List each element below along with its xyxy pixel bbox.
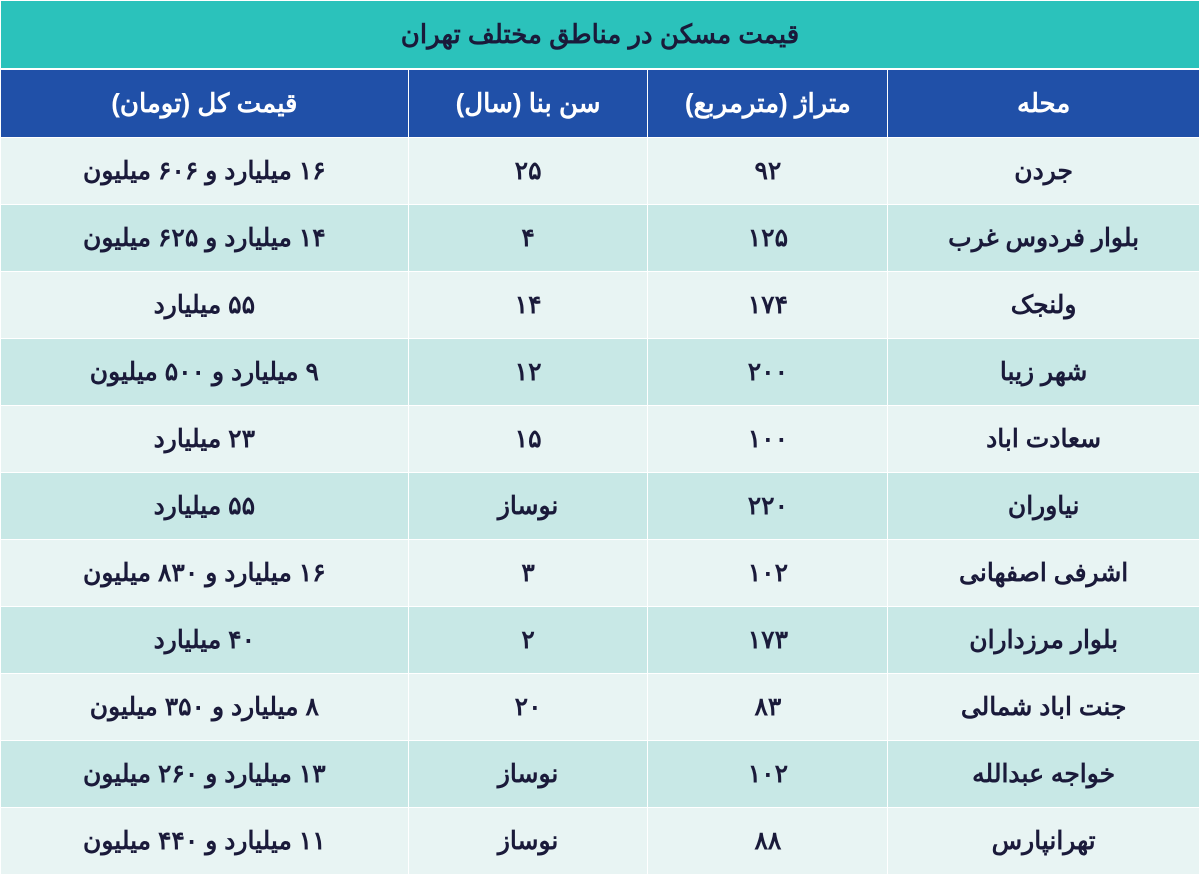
cell-price: ۱۶ میلیارد و ۶۰۶ میلیون — [1, 138, 409, 205]
table-row: جردن ۹۲ ۲۵ ۱۶ میلیارد و ۶۰۶ میلیون — [1, 138, 1200, 205]
table-row: نیاوران ۲۲۰ نوساز ۵۵ میلیارد — [1, 473, 1200, 540]
cell-district: بلوار مرزداران — [888, 607, 1200, 674]
table-body: جردن ۹۲ ۲۵ ۱۶ میلیارد و ۶۰۶ میلیون بلوار… — [1, 138, 1200, 875]
cell-price: ۱۶ میلیارد و ۸۳۰ میلیون — [1, 540, 409, 607]
table-row: شهر زیبا ۲۰۰ ۱۲ ۹ میلیارد و ۵۰۰ میلیون — [1, 339, 1200, 406]
header-price: قیمت کل (تومان) — [1, 70, 409, 138]
cell-district: بلوار فردوس غرب — [888, 205, 1200, 272]
cell-area: ۲۰۰ — [648, 339, 888, 406]
cell-area: ۸۸ — [648, 808, 888, 875]
cell-district: جردن — [888, 138, 1200, 205]
cell-price: ۱۳ میلیارد و ۲۶۰ میلیون — [1, 741, 409, 808]
table-row: بلوار فردوس غرب ۱۲۵ ۴ ۱۴ میلیارد و ۶۲۵ م… — [1, 205, 1200, 272]
cell-area: ۲۲۰ — [648, 473, 888, 540]
header-area: متراژ (مترمربع) — [648, 70, 888, 138]
cell-price: ۲۳ میلیارد — [1, 406, 409, 473]
cell-age: ۳ — [408, 540, 648, 607]
cell-district: ولنجک — [888, 272, 1200, 339]
table-row: تهرانپارس ۸۸ نوساز ۱۱ میلیارد و ۴۴۰ میلی… — [1, 808, 1200, 875]
cell-age: ۲ — [408, 607, 648, 674]
table-title: قیمت مسکن در مناطق مختلف تهران — [0, 0, 1200, 69]
table-row: بلوار مرزداران ۱۷۳ ۲ ۴۰ میلیارد — [1, 607, 1200, 674]
cell-age: ۲۰ — [408, 674, 648, 741]
cell-district: سعادت اباد — [888, 406, 1200, 473]
cell-area: ۱۰۰ — [648, 406, 888, 473]
cell-area: ۱۷۴ — [648, 272, 888, 339]
cell-age: نوساز — [408, 741, 648, 808]
cell-district: جنت اباد شمالی — [888, 674, 1200, 741]
housing-price-table: قیمت مسکن در مناطق مختلف تهران محله مترا… — [0, 0, 1200, 875]
cell-area: ۸۳ — [648, 674, 888, 741]
cell-age: نوساز — [408, 808, 648, 875]
header-age: سن بنا (سال) — [408, 70, 648, 138]
cell-district: نیاوران — [888, 473, 1200, 540]
cell-price: ۹ میلیارد و ۵۰۰ میلیون — [1, 339, 409, 406]
cell-area: ۱۷۳ — [648, 607, 888, 674]
cell-age: ۲۵ — [408, 138, 648, 205]
cell-district: تهرانپارس — [888, 808, 1200, 875]
table-row: اشرفی اصفهانی ۱۰۲ ۳ ۱۶ میلیارد و ۸۳۰ میل… — [1, 540, 1200, 607]
header-district: محله — [888, 70, 1200, 138]
cell-area: ۹۲ — [648, 138, 888, 205]
price-table: محله متراژ (مترمربع) سن بنا (سال) قیمت ک… — [0, 69, 1200, 875]
cell-price: ۴۰ میلیارد — [1, 607, 409, 674]
cell-district: شهر زیبا — [888, 339, 1200, 406]
cell-age: ۴ — [408, 205, 648, 272]
header-row: محله متراژ (مترمربع) سن بنا (سال) قیمت ک… — [1, 70, 1200, 138]
table-row: خواجه عبدالله ۱۰۲ نوساز ۱۳ میلیارد و ۲۶۰… — [1, 741, 1200, 808]
cell-area: ۱۰۲ — [648, 741, 888, 808]
cell-age: نوساز — [408, 473, 648, 540]
table-row: سعادت اباد ۱۰۰ ۱۵ ۲۳ میلیارد — [1, 406, 1200, 473]
cell-district: خواجه عبدالله — [888, 741, 1200, 808]
cell-area: ۱۲۵ — [648, 205, 888, 272]
cell-price: ۱۴ میلیارد و ۶۲۵ میلیون — [1, 205, 409, 272]
cell-district: اشرفی اصفهانی — [888, 540, 1200, 607]
cell-price: ۱۱ میلیارد و ۴۴۰ میلیون — [1, 808, 409, 875]
cell-age: ۱۴ — [408, 272, 648, 339]
cell-price: ۵۵ میلیارد — [1, 272, 409, 339]
cell-price: ۵۵ میلیارد — [1, 473, 409, 540]
cell-age: ۱۵ — [408, 406, 648, 473]
cell-price: ۸ میلیارد و ۳۵۰ میلیون — [1, 674, 409, 741]
table-row: ولنجک ۱۷۴ ۱۴ ۵۵ میلیارد — [1, 272, 1200, 339]
cell-age: ۱۲ — [408, 339, 648, 406]
cell-area: ۱۰۲ — [648, 540, 888, 607]
table-row: جنت اباد شمالی ۸۳ ۲۰ ۸ میلیارد و ۳۵۰ میل… — [1, 674, 1200, 741]
